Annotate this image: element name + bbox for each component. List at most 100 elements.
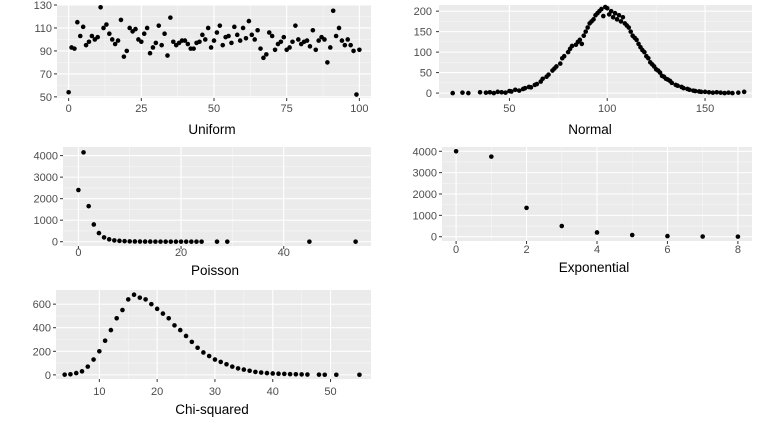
chisq-data-point (270, 371, 276, 376)
normal-data-point (675, 83, 680, 89)
normal-data-point (628, 29, 634, 34)
chisq-data-point (287, 371, 293, 377)
poisson-data-point (76, 187, 81, 193)
poisson-panel-background (63, 147, 371, 246)
chisq-data-point (241, 367, 247, 372)
chisq-y-tick-label: 200 (33, 346, 51, 358)
uniform-data-point (304, 38, 310, 43)
uniform-data-point (310, 27, 316, 33)
uniform-data-point (202, 37, 208, 42)
chisq-data-point (334, 372, 339, 378)
uniform-data-point (313, 47, 319, 53)
normal-data-point (579, 41, 585, 47)
chisq-data-point (206, 353, 212, 359)
chisq-data-point (201, 350, 206, 355)
uniform-data-point (147, 50, 153, 56)
chisq-data-point (166, 315, 172, 321)
normal-data-point (646, 55, 651, 61)
poisson-data-point (147, 239, 153, 244)
exponential-data-point (453, 148, 459, 154)
chisq-data-point (224, 361, 229, 367)
uniform-y-tick-label: 50 (40, 92, 52, 104)
normal-data-point (540, 76, 545, 82)
poisson-data-point (153, 239, 158, 244)
uniform-x-tick-label: 0 (66, 103, 72, 115)
chisq-data-point (282, 371, 287, 377)
uniform-data-point (252, 37, 258, 42)
uniform-data-point (264, 52, 269, 57)
uniform-data-point (307, 44, 313, 49)
chisq-x-tick-label: 30 (209, 386, 221, 398)
chisq-data-point (97, 348, 102, 354)
uniform-data-point (104, 22, 109, 27)
normal-data-point (610, 14, 616, 20)
chisq-data-point (305, 372, 310, 377)
uniform-data-point (80, 24, 86, 30)
normal-data-point (557, 61, 563, 66)
uniform-data-point (246, 18, 252, 24)
chisq-data-point (183, 333, 189, 339)
chisq-data-point (218, 359, 224, 365)
normal-y-tick-label: 100 (414, 47, 432, 59)
normal-data-point (466, 90, 471, 96)
normal-x-tick-label: 150 (696, 103, 714, 115)
panel-uniform: 0 25 50 75 100 50 70 90 110 130 Uniform (34, 0, 371, 137)
chisq-x-axis-title: Chi-squared (175, 402, 249, 417)
uniform-data-point (278, 39, 284, 45)
uniform-data-point (293, 23, 298, 28)
exponential-data-point (559, 223, 565, 229)
normal-data-point (612, 10, 618, 16)
uniform-y-tick-label: 90 (40, 46, 52, 58)
normal-data-point (626, 25, 632, 30)
uniform-data-point (141, 31, 147, 37)
exponential-x-tick-label: 2 (523, 244, 529, 256)
exponential-x-tick-label: 8 (735, 244, 741, 256)
poisson-data-point (183, 239, 189, 244)
uniform-data-point (124, 48, 130, 54)
chisq-x-tick-label: 20 (151, 386, 163, 398)
chisq-data-point (264, 370, 270, 376)
exponential-data-point (524, 205, 529, 211)
uniform-data-point (86, 39, 92, 45)
poisson-data-point (307, 239, 312, 244)
poisson-data-point (189, 239, 194, 244)
exponential-data-point (665, 233, 670, 239)
normal-data-point (583, 29, 589, 34)
normal-data-point (585, 25, 590, 30)
uniform-data-point (322, 37, 327, 42)
exponential-x-tick-label: 4 (594, 244, 600, 256)
poisson-y-tick-label: 4000 (34, 151, 58, 163)
chisq-data-point (276, 371, 281, 376)
poisson-data-point (163, 239, 168, 244)
chisq-data-point (195, 345, 200, 351)
uniform-x-tick-label: 50 (208, 103, 220, 115)
uniform-data-point (109, 37, 115, 42)
normal-data-point (487, 89, 493, 95)
poisson-data-point (158, 239, 163, 244)
uniform-data-point (101, 25, 106, 31)
uniform-data-point (258, 46, 263, 51)
chisq-y-tick-label: 0 (45, 370, 51, 382)
normal-data-point (516, 88, 522, 93)
normal-data-point (706, 89, 712, 95)
uniform-data-point (330, 8, 336, 14)
normal-data-point (710, 90, 716, 95)
chisq-data-point (322, 372, 328, 378)
normal-data-point (522, 85, 528, 91)
exponential-y-tick-label: 0 (431, 232, 437, 244)
uniform-data-point (200, 32, 205, 38)
normal-data-point (512, 87, 518, 93)
chisq-data-point (299, 372, 304, 377)
exponential-y-tick-label: 2000 (413, 189, 437, 201)
chisq-data-point (160, 311, 166, 316)
chisq-data-point (137, 295, 143, 300)
panel-exponential: 0 2 4 6 8 0 1000 2000 3000 4000 Exponential (413, 146, 752, 275)
uniform-data-point (112, 41, 118, 47)
panel-chisq: 10 20 30 40 50 0 200 400 600 Chi-squared (33, 290, 371, 417)
chisq-data-point (73, 370, 79, 376)
normal-data-point (599, 6, 604, 12)
poisson-data-point (122, 238, 127, 244)
uniform-data-point (168, 15, 173, 20)
chisq-data-point (131, 292, 137, 298)
